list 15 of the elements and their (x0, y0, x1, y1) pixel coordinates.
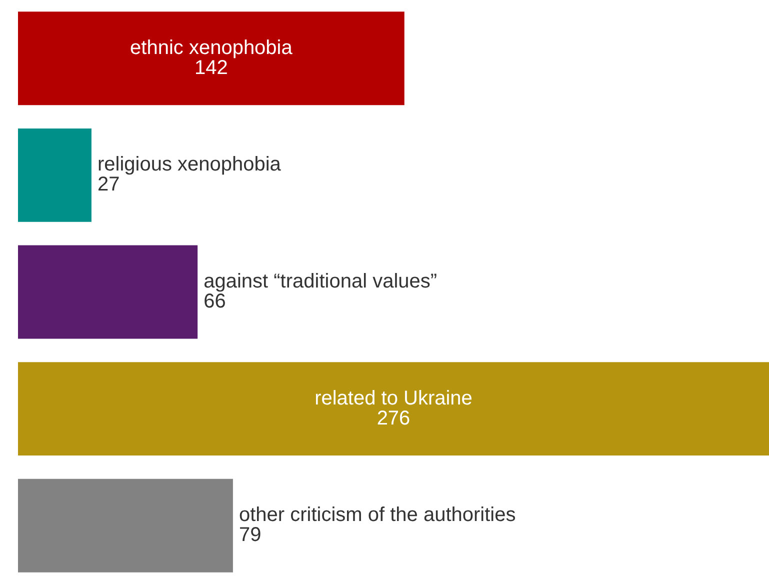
data-label: 276 (376, 407, 410, 430)
bar (18, 12, 404, 106)
data-label: 27 (97, 174, 120, 196)
data-label: 79 (238, 524, 262, 546)
y-tick-label: other criticism of the authorities (238, 504, 516, 526)
data-label: 142 (194, 56, 228, 79)
data-label: 66 (204, 290, 226, 313)
bar (18, 245, 198, 339)
bar (18, 362, 769, 456)
y-tick-label: against “traditional values” (204, 270, 438, 293)
y-tick-label: related to Ukraine (314, 387, 472, 410)
y-tick-label: ethnic xenophobia (130, 36, 294, 59)
bar (18, 128, 92, 222)
y-tick-label: religious xenophobia (97, 154, 282, 176)
bar (18, 478, 233, 572)
